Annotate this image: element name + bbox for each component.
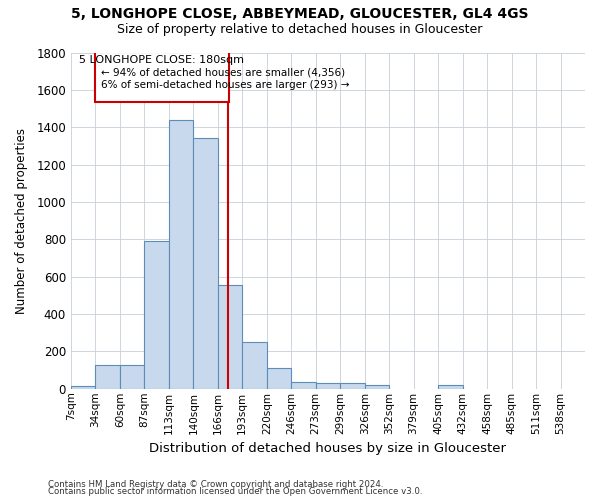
Bar [193, 138, 218, 389]
Bar [120, 365, 145, 389]
Bar [365, 385, 389, 389]
Text: 5, LONGHOPE CLOSE, ABBEYMEAD, GLOUCESTER, GL4 4GS: 5, LONGHOPE CLOSE, ABBEYMEAD, GLOUCESTER… [71, 8, 529, 22]
Bar [71, 386, 95, 389]
Bar [340, 383, 365, 389]
Bar [291, 382, 316, 389]
Bar [169, 120, 193, 389]
Y-axis label: Number of detached properties: Number of detached properties [15, 128, 28, 314]
Bar [438, 384, 463, 389]
Text: 6% of semi-detached houses are larger (293) →: 6% of semi-detached houses are larger (2… [101, 80, 349, 90]
Text: Size of property relative to detached houses in Gloucester: Size of property relative to detached ho… [118, 22, 482, 36]
X-axis label: Distribution of detached houses by size in Gloucester: Distribution of detached houses by size … [149, 442, 506, 455]
Text: Contains HM Land Registry data © Crown copyright and database right 2024.: Contains HM Land Registry data © Crown c… [48, 480, 383, 489]
Text: Contains public sector information licensed under the Open Government Licence v3: Contains public sector information licen… [48, 488, 422, 496]
Bar [145, 241, 169, 389]
Bar [242, 342, 267, 389]
Bar [218, 285, 242, 389]
Text: 5 LONGHOPE CLOSE: 180sqm: 5 LONGHOPE CLOSE: 180sqm [79, 56, 244, 66]
Bar [95, 365, 120, 389]
Text: ← 94% of detached houses are smaller (4,356): ← 94% of detached houses are smaller (4,… [101, 68, 345, 78]
Bar [316, 383, 340, 389]
Bar [267, 368, 291, 389]
Bar [95, 52, 229, 102]
